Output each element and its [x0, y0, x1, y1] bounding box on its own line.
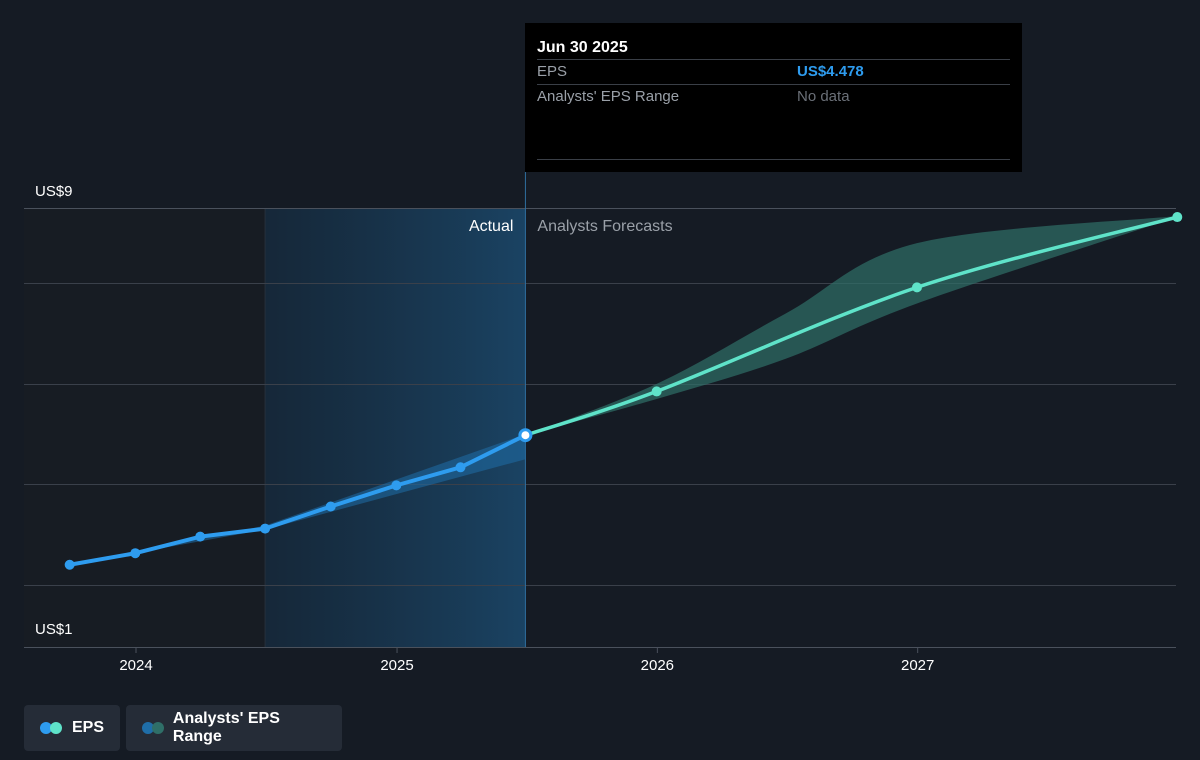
tooltip-divider: [537, 159, 1010, 160]
legend-eps-button[interactable]: EPS: [24, 705, 120, 751]
forecast-section-label: Analysts Forecasts: [537, 218, 672, 235]
y-tick-label-top: US$9: [35, 183, 73, 200]
tooltip-range-label: Analysts' EPS Range: [537, 88, 680, 105]
eps-actual-point: [64, 559, 75, 570]
eps-forecast-point: [651, 386, 662, 397]
tooltip-range-value: No data: [797, 88, 850, 105]
eps-actual-point: [391, 480, 402, 491]
tooltip-eps-row: EPS US$4.478: [537, 59, 1010, 84]
legend-range-button[interactable]: Analysts' EPS Range: [126, 705, 342, 751]
tooltip-date: Jun 30 2025: [537, 39, 628, 56]
eps-forecast-point: [911, 282, 922, 293]
eps-actual-point: [130, 548, 141, 559]
x-tick-label: 2024: [119, 657, 152, 674]
eps-actual-point: [455, 462, 466, 473]
actual-highlight-band: [265, 208, 526, 647]
eps-actual-line: [69, 433, 527, 567]
tooltip-eps-label: EPS: [537, 63, 568, 80]
tooltip-range-row: Analysts' EPS Range No data: [537, 84, 1010, 109]
past-area-background: [24, 208, 266, 647]
legend-eps-label: EPS: [71, 719, 104, 736]
x-tick-label: 2025: [380, 657, 413, 674]
x-tick-label: 2027: [901, 657, 934, 674]
eps-highlight-point: [518, 428, 533, 443]
eps-actual-point: [195, 531, 206, 542]
eps-actual-point: [260, 523, 271, 534]
tooltip-eps-value: US$4.478: [797, 63, 864, 80]
legend-range-label: Analysts' EPS Range: [172, 710, 280, 745]
eps-forecast-line: [523, 215, 1180, 437]
eps-legend-icon: [40, 722, 64, 734]
y-tick-label-bottom: US$1: [35, 621, 73, 638]
tooltip: Jun 30 2025 EPS US$4.478 Analysts' EPS R…: [525, 23, 1022, 172]
eps-forecast-point: [1172, 212, 1183, 223]
x-tick-label: 2026: [641, 657, 674, 674]
actual-section-label: Actual: [469, 218, 513, 235]
eps-actual-point: [325, 501, 336, 512]
range-legend-icon: [142, 722, 165, 734]
